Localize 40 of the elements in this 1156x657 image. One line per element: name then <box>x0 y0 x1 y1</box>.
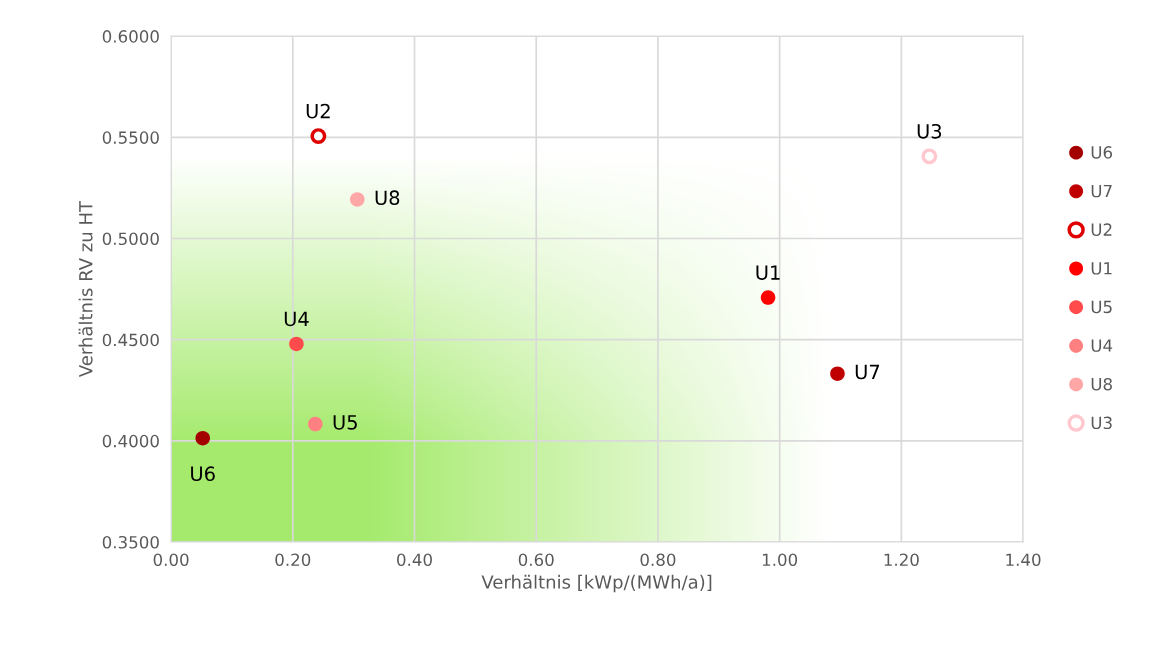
x-tick-label: 0.40 <box>397 553 432 567</box>
x-tick-label: 1.20 <box>884 553 919 567</box>
point <box>830 366 845 381</box>
x-tick-label: 0.80 <box>640 553 676 567</box>
point <box>308 416 323 432</box>
y-tick-label: 0.5500 <box>102 131 159 144</box>
y-tick-label: 0.3500 <box>102 535 159 549</box>
annotation: U7 <box>855 364 880 380</box>
annotation: U3 <box>917 123 942 139</box>
legend-label: U3 <box>1091 416 1112 430</box>
point <box>289 336 304 352</box>
point <box>310 128 327 145</box>
x-tick-label: 1.00 <box>762 553 798 567</box>
point <box>921 148 938 165</box>
x-tick-label: 1.40 <box>1006 553 1041 567</box>
legend-label: U6 <box>1091 146 1113 159</box>
y-tick-label: 0.4000 <box>102 434 159 448</box>
y-axis-title: Verhältnis RV zu HT <box>78 200 93 378</box>
annotation: U2 <box>306 103 330 119</box>
y-tick-label: 0.6000 <box>102 30 159 43</box>
point <box>350 192 365 207</box>
annotation: U4 <box>284 311 309 327</box>
x-axis-title: Verhältnis [kWp/(MWh/a)] <box>481 574 712 593</box>
legend-label: U7 <box>1091 184 1112 198</box>
legend-label: U1 <box>1091 262 1112 275</box>
legend-label: U2 <box>1091 223 1112 236</box>
x-tick-label: 0.60 <box>518 553 554 567</box>
x-tick-label: 0.00 <box>153 553 189 567</box>
y-tick-label: 0.5000 <box>102 232 159 246</box>
point <box>195 430 211 446</box>
y-tick-label: 0.4500 <box>102 333 159 347</box>
legend-label: U4 <box>1091 339 1113 352</box>
annotation: U5 <box>333 415 357 430</box>
annotation: U8 <box>375 190 400 206</box>
legend-label: U8 <box>1091 377 1112 391</box>
x-tick-label: 0.20 <box>275 553 311 567</box>
annotation: U1 <box>756 265 780 280</box>
point <box>760 290 776 305</box>
annotation: U6 <box>191 466 215 482</box>
legend-label: U5 <box>1091 300 1112 314</box>
